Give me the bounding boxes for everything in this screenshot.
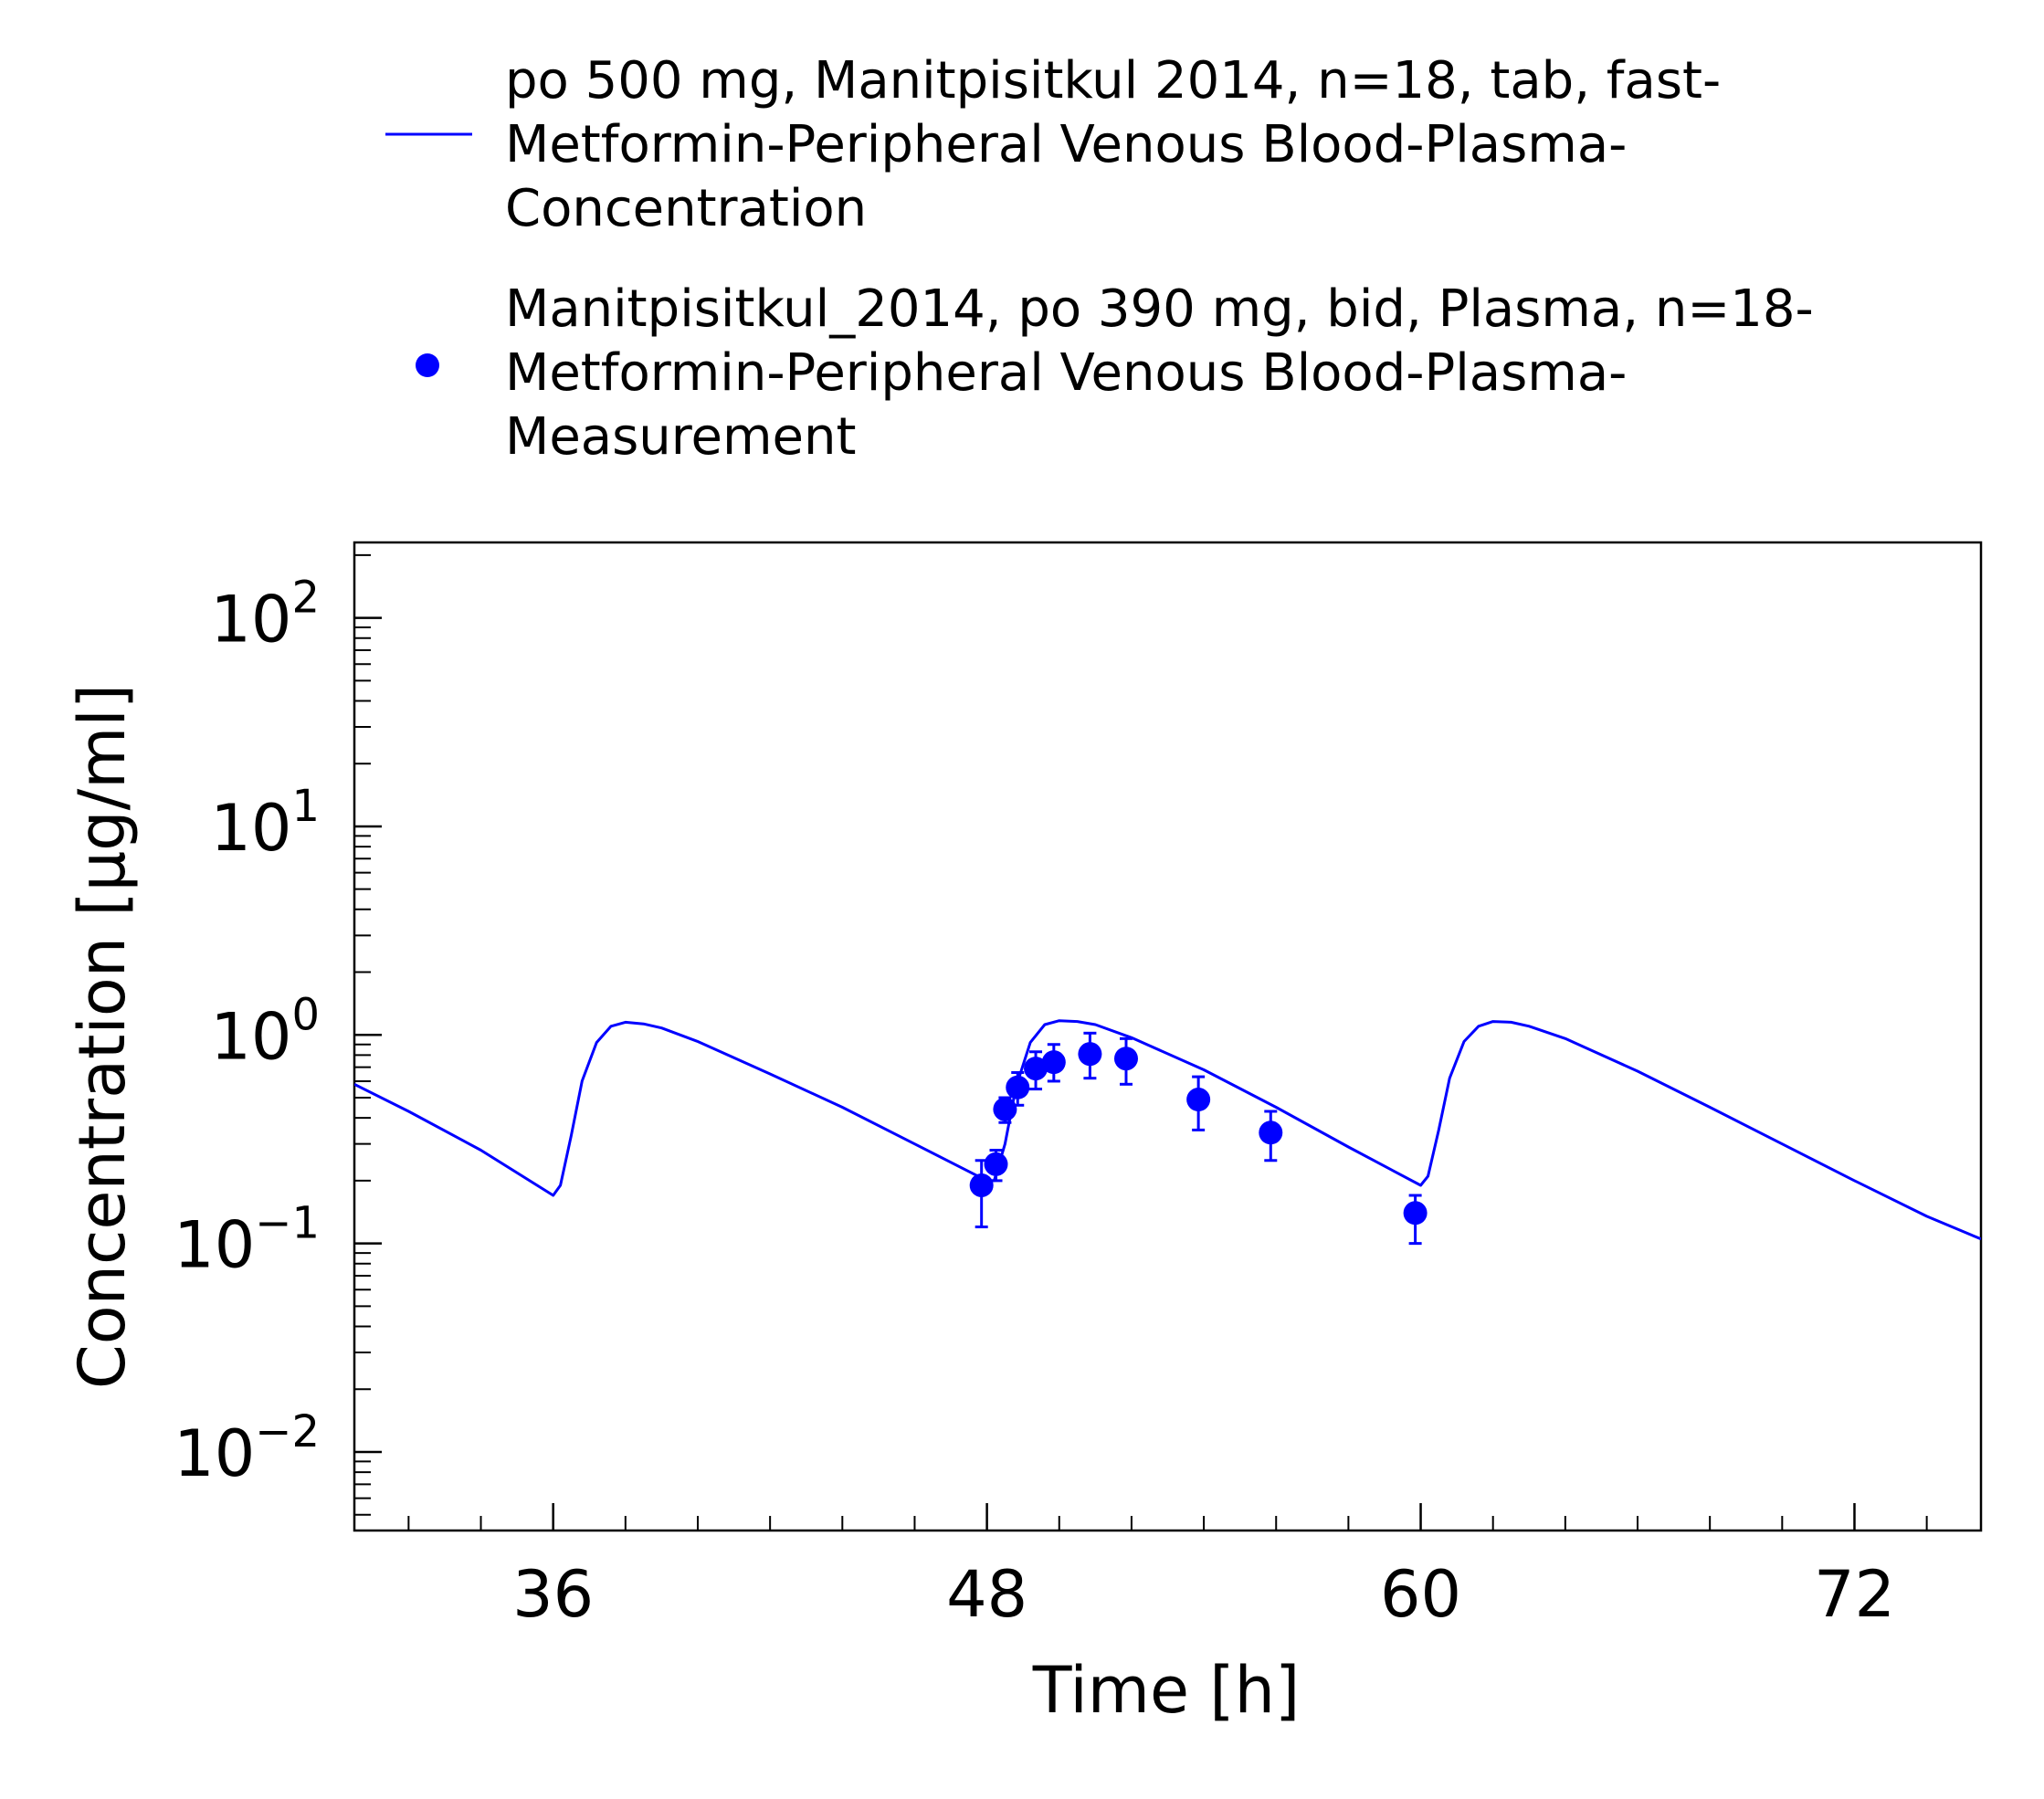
series-layer [354, 1019, 1981, 1246]
legend-entry-simulation-label: po 500 mg, Manitpisitkul 2014, n=18, tab… [505, 51, 1722, 238]
observed-point [1259, 1120, 1283, 1145]
x-axis-label: Time [h] [1032, 1653, 1301, 1728]
y-tick-label: 101 [210, 781, 320, 866]
y-tick-label: 100 [210, 989, 320, 1074]
x-tick-label: 48 [946, 1557, 1027, 1632]
y-axis-ticks: 10−2 10−1 100 101 102 [174, 573, 382, 1491]
observed-point [1113, 1047, 1138, 1071]
y-axis-label: Concentration [µg/ml] [65, 684, 140, 1389]
simulated-concentration-line [354, 1019, 1981, 1241]
observed-point [1041, 1050, 1066, 1075]
x-tick-label: 60 [1380, 1557, 1461, 1632]
observed-point [1024, 1057, 1048, 1081]
observed-point-group [969, 1159, 994, 1229]
x-minor-ticks [407, 1516, 1928, 1531]
observed-point [1186, 1088, 1211, 1112]
observed-point [993, 1097, 1017, 1121]
legend-marker-swatch [416, 353, 439, 377]
legend-entry-observed-label: Manitpisitkul_2014, po 390 mg, bid, Plas… [505, 279, 1814, 467]
observed-point-group [1078, 1031, 1102, 1080]
observed-point-group [1041, 1043, 1066, 1083]
y-tick-label: 10−2 [174, 1406, 320, 1491]
x-axis-ticks: 36 48 60 72 [512, 1503, 1895, 1632]
legend-marks [385, 132, 472, 377]
observed-point-group [1024, 1050, 1048, 1091]
plot-area-frame [353, 541, 1983, 1532]
observed-point-group [1113, 1036, 1138, 1086]
y-minor-ticks [354, 553, 371, 1516]
x-tick-label: 72 [1814, 1557, 1895, 1632]
observed-point-group [1006, 1070, 1030, 1107]
x-tick-label: 36 [512, 1557, 594, 1632]
observed-point [969, 1173, 994, 1197]
observed-point-group [1259, 1110, 1283, 1163]
observed-point-group [1403, 1194, 1428, 1246]
observed-point-group [1186, 1075, 1211, 1131]
observed-point [1403, 1201, 1428, 1226]
observed-point [1006, 1075, 1030, 1099]
observed-point [1078, 1042, 1102, 1067]
observed-point [984, 1152, 1008, 1176]
observed-point-group [984, 1149, 1008, 1183]
y-tick-label: 102 [210, 573, 320, 658]
y-tick-label: 10−1 [174, 1198, 320, 1283]
observed-point-group [993, 1096, 1017, 1124]
